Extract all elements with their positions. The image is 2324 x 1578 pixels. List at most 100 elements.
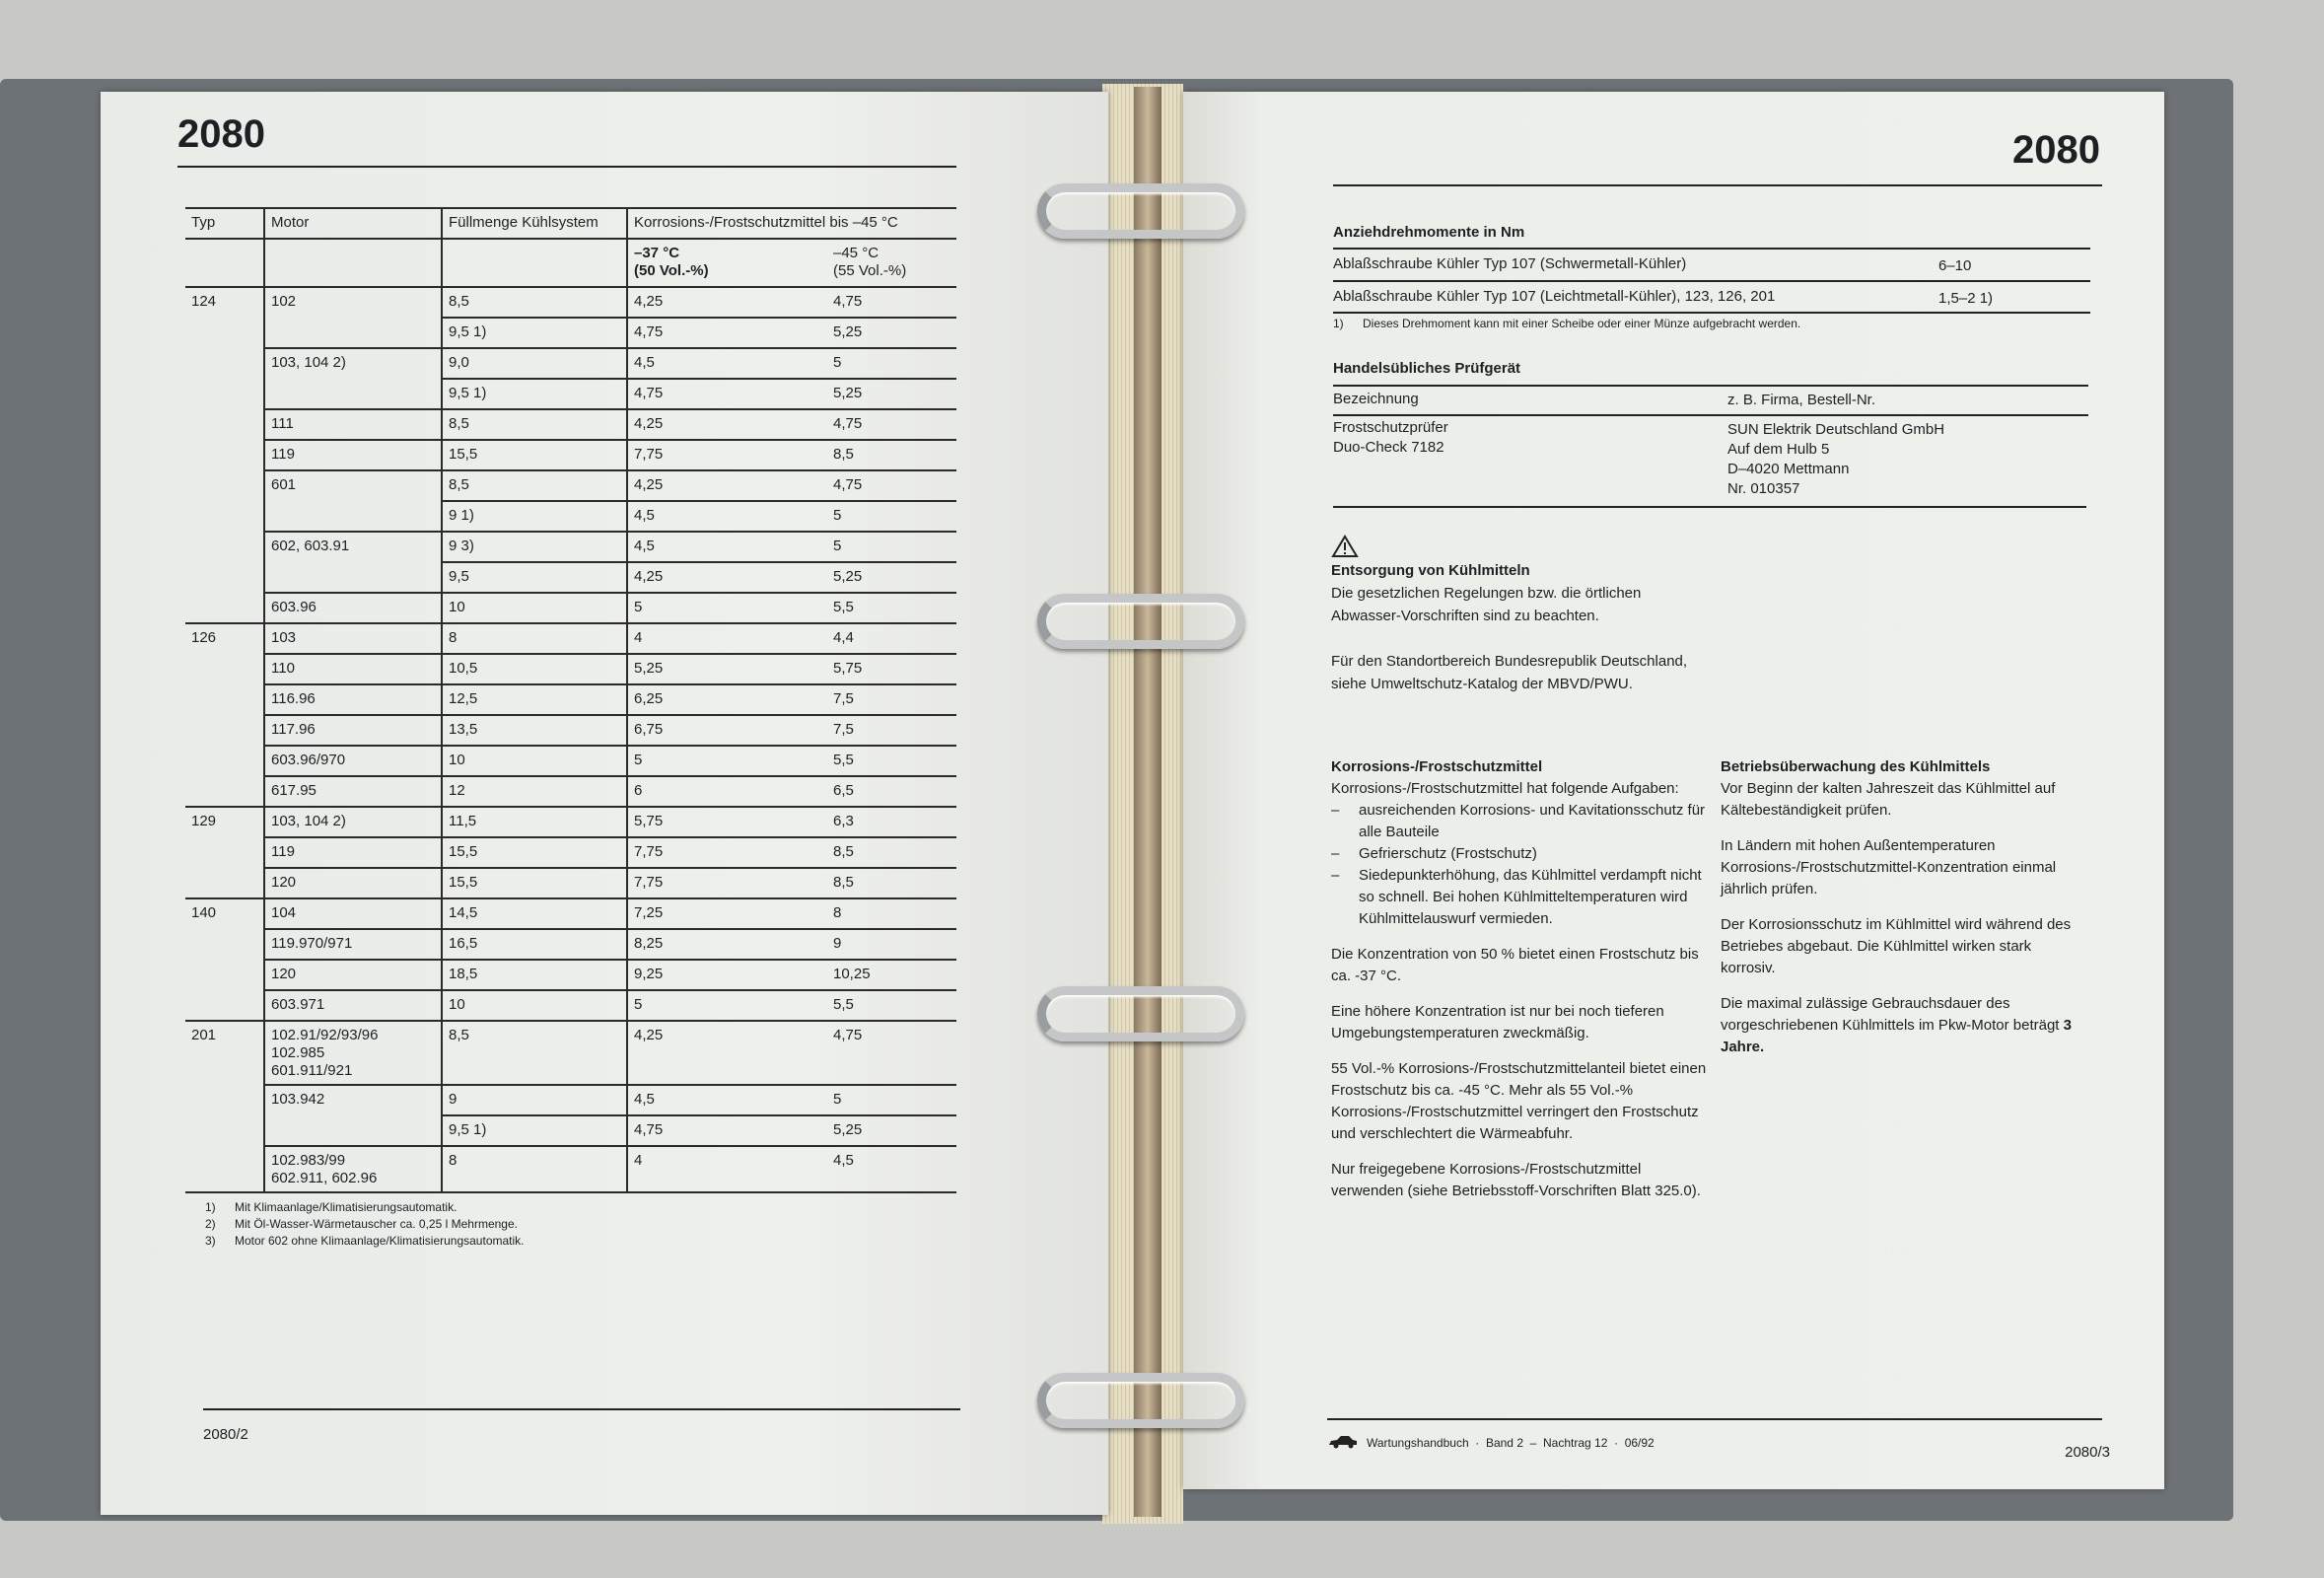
cell-fill-quantity: 8,5	[441, 409, 627, 441]
task-list: ausreichenden Korrosions- und Kavitation…	[1331, 800, 1708, 930]
paragraph: 55 Vol.-% Korrosions-/Frostschutzmittela…	[1331, 1060, 1707, 1142]
monitoring-heading: Betriebsüberwachung des Kühlmittels	[1721, 758, 1991, 775]
table-row: 201 102.91/92/93/96 102.985 601.911/921 8,…	[185, 1021, 957, 1193]
cell-45c: 5,25	[827, 1115, 957, 1147]
car-icon	[1329, 1436, 1357, 1449]
table-row: 603.96/970 10 5 5,5	[185, 746, 957, 777]
rule	[1333, 312, 2090, 314]
cell-37c: 6,25	[626, 684, 827, 716]
subheader-vol: (55 Vol.-%)	[833, 262, 907, 279]
cell-45c: 9	[827, 929, 957, 961]
tester-name: Frostschutzprüfer Duo-Check 7182	[1333, 418, 1448, 458]
cell-37c: 7,75	[626, 837, 827, 869]
table-row: 603.971 10 5 5,5	[185, 990, 957, 1022]
cell-motor: 602, 603.91	[263, 532, 442, 594]
paragraph: Die maximal zulässige Gebrauchsdauer des…	[1721, 993, 2087, 1058]
rule	[1333, 506, 2086, 508]
footnote-text: Mit Klimaanlage/Klimatisierungsautomatik…	[235, 1200, 458, 1214]
cell-motor: 120	[263, 868, 442, 899]
cell-37c: 5,25	[626, 654, 827, 685]
rule	[1333, 248, 2090, 250]
cell-45c: 5	[827, 348, 957, 380]
cell-motor: 603.96	[263, 593, 442, 624]
cell-motor: 103, 104 2)	[263, 807, 442, 838]
list-item: Gefrierschutz (Frostschutz)	[1331, 843, 1708, 865]
cell-37c: 5	[626, 990, 827, 1022]
cell-fill-quantity: 9,5 1)	[441, 1115, 627, 1147]
cell-fill-quantity: 13,5	[441, 715, 627, 747]
cell-45c: 5,25	[827, 379, 957, 410]
tester-name-line: Duo-Check 7182	[1333, 439, 1444, 456]
cell-45c: 5,25	[827, 562, 957, 594]
cell-fill-quantity: 10	[441, 990, 627, 1022]
table-cell	[263, 239, 442, 288]
table-row: 119 15,5 7,75 8,5	[185, 837, 957, 869]
table-row: 103, 104 2) 9,0 4,5 5	[185, 348, 957, 410]
footnote: 1) Mit Klimaanlage/Klimatisierungsautomat…	[205, 1199, 956, 1216]
cell-45c: 5,5	[827, 746, 957, 777]
cell-motor: 103, 104 2)	[263, 348, 442, 410]
cell-37c: 8,25	[626, 929, 827, 961]
table-row: 140 104 14,5 7,25 8	[185, 898, 957, 1022]
cell-37c: 4,5	[626, 532, 827, 563]
table-row: 9,5 4,25 5,25	[185, 562, 957, 594]
cell-motor: 103.942	[263, 1085, 442, 1147]
table-row: 124 102 8,5 4,25 4,75	[185, 287, 957, 624]
cell-37c: 7,75	[626, 440, 827, 471]
left-page-title: 2080	[177, 112, 265, 156]
tester-col-supplier: z. B. Firma, Bestell-Nr.	[1727, 392, 1876, 408]
table-row: 110 10,5 5,25 5,75	[185, 654, 957, 685]
cell-45c: 8,5	[827, 440, 957, 471]
cell-45c: 4,75	[827, 470, 957, 502]
cell-37c: 4,25	[626, 562, 827, 594]
footnote: 3) Motor 602 ohne Klimaanlage/Klimatisier…	[205, 1233, 956, 1250]
cell-37c: 4,75	[626, 1115, 827, 1147]
torque-heading: Anziehdrehmomente in Nm	[1333, 224, 1525, 241]
header-motor: Motor	[263, 207, 442, 240]
tester-supplier: SUN Elektrik Deutschland GmbH Auf dem Hu…	[1727, 420, 1944, 499]
table-header-row: Typ Motor Füllmenge Kühlsystem Korrosions-/…	[185, 207, 957, 240]
cell-45c: 8,5	[827, 837, 957, 869]
cell-37c: 5	[626, 593, 827, 624]
disposal-section: Entsorgung von Kühlmitteln Die gesetzlic…	[1331, 559, 1706, 718]
footer-text: Wartungshandbuch · Band 2 – Nachtrag 12 …	[1367, 1436, 1655, 1450]
cell-motor: 119.970/971	[263, 929, 442, 961]
cell-45c: 5,25	[827, 318, 957, 349]
subheader-concentration: –45 °C (55 Vol.-%)	[827, 239, 957, 288]
cell-37c: 5	[626, 746, 827, 777]
footnote-text: Motor 602 ohne Klimaanlage/Klimatisierun…	[235, 1234, 525, 1248]
cell-motor: 111	[263, 409, 442, 441]
paragraph: Für den Standortbereich Bundesrepublik D…	[1331, 653, 1688, 692]
table-row: 9,5 1) 4,75 5,25	[185, 318, 957, 349]
supplier-line: D–4020 Mettmann	[1727, 461, 1850, 477]
tester-heading: Handelsübliches Prüfgerät	[1333, 360, 1521, 377]
header-fill-quantity: Füllmenge Kühlsystem	[441, 207, 627, 240]
binder-ring	[1037, 594, 1244, 649]
supplier-line: Nr. 010357	[1727, 480, 1800, 497]
cell-typ: 124	[185, 287, 264, 624]
table-row: 111 8,5 4,25 4,75	[185, 409, 957, 441]
binder-ring	[1037, 183, 1244, 239]
subheader-concentration: –37 °C (50 Vol.-%)	[626, 239, 827, 288]
cell-45c: 5,5	[827, 990, 957, 1022]
cell-motor: 104	[263, 898, 442, 930]
cell-motor: 117.96	[263, 715, 442, 747]
paragraph: Die gesetzlichen Regelungen bzw. die ört…	[1331, 585, 1642, 624]
cell-fill-quantity: 8,5	[441, 287, 627, 319]
footnote-mark: 2)	[205, 1217, 216, 1231]
cell-motor: 103	[263, 623, 442, 655]
table-row: 126 103 8 4 4,4	[185, 623, 957, 808]
paragraph: Eine höhere Konzentration ist nur bei no…	[1331, 1003, 1664, 1041]
rule	[1333, 385, 2088, 387]
table-footnotes: 1) Mit Klimaanlage/Klimatisierungsautomat…	[205, 1199, 956, 1250]
cell-45c: 6,5	[827, 776, 957, 808]
torque-footnote: 1) Dieses Drehmoment kann mit einer Schei…	[1333, 317, 1800, 330]
list-item: ausreichenden Korrosions- und Kavitation…	[1331, 800, 1708, 843]
torque-row-value: 1,5–2 1)	[1938, 290, 1994, 307]
paragraph: Nur freigegebene Korrosions-/Frostschutz…	[1331, 1161, 1701, 1199]
paragraph-bold: 3 Jahre.	[1721, 1017, 2072, 1055]
cell-37c: 4	[626, 1146, 827, 1193]
cell-fill-quantity: 12,5	[441, 684, 627, 716]
cell-fill-quantity: 9,5	[441, 562, 627, 594]
cell-37c: 6,75	[626, 715, 827, 747]
